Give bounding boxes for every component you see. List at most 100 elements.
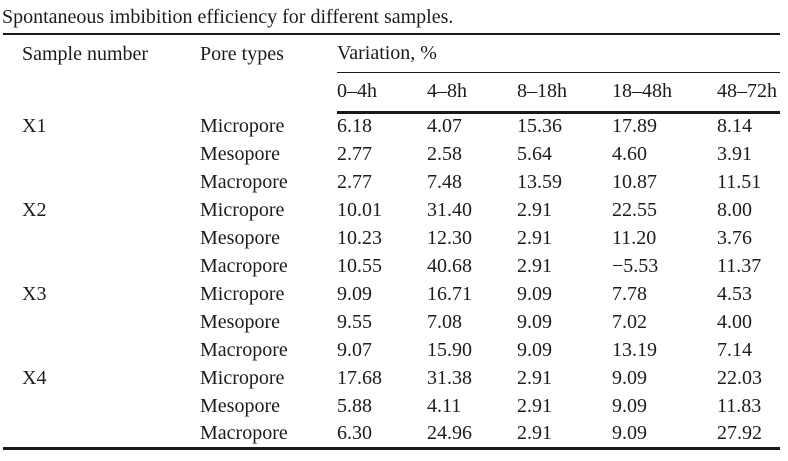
value-cell: 6.30 xyxy=(337,421,372,444)
value-cell: −5.53 xyxy=(612,254,659,277)
value-cell: 5.88 xyxy=(337,394,372,417)
col-header-4-8h: 4–8h xyxy=(427,72,517,114)
pore-type-cell: Macropore xyxy=(200,338,288,361)
value-cell: 2.91 xyxy=(517,254,552,277)
value-cell: 13.59 xyxy=(517,170,562,193)
value-cell: 9.07 xyxy=(337,338,372,361)
value-cell: 5.64 xyxy=(517,142,552,165)
table-header: Sample number Pore types Variation, % 0–… xyxy=(3,34,781,114)
sample-number-cell: X4 xyxy=(22,366,47,389)
col-header-8-18h: 8–18h xyxy=(517,72,612,114)
pore-type-cell: Micropore xyxy=(200,198,285,221)
value-cell: 24.96 xyxy=(427,421,472,444)
value-cell: 10.23 xyxy=(337,226,382,249)
value-cell: 7.08 xyxy=(427,310,462,333)
value-cell: 15.90 xyxy=(427,338,472,361)
value-cell: 4.53 xyxy=(717,282,752,305)
sample-number-cell xyxy=(3,224,200,252)
value-cell: 2.77 xyxy=(337,142,372,165)
value-cell: 7.78 xyxy=(612,282,647,305)
col-header-0-4h: 0–4h xyxy=(337,72,427,114)
pore-type-cell: Macropore xyxy=(200,170,288,193)
pore-type-cell: Macropore xyxy=(200,254,288,277)
pore-type-cell: Mesopore xyxy=(200,142,280,165)
value-cell: 11.83 xyxy=(717,394,762,417)
header-row-groups: Sample number Pore types Variation, % xyxy=(3,34,781,73)
col-header-pore-types: Pore types xyxy=(200,43,284,65)
value-cell: 4.00 xyxy=(717,310,752,333)
table-row: Macropore 9.07 15.90 9.09 13.19 7.14 xyxy=(3,336,780,364)
value-cell: 2.77 xyxy=(337,170,372,193)
value-cell: 2.91 xyxy=(517,394,552,417)
pore-type-cell: Micropore xyxy=(200,366,285,389)
table-row: Mesopore 5.88 4.11 2.91 9.09 11.83 xyxy=(3,392,780,420)
pore-type-cell: Micropore xyxy=(200,282,285,305)
table-row: X4 Micropore 17.68 31.38 2.91 9.09 22.03 xyxy=(3,364,780,392)
col-header-sample-number: Sample number xyxy=(22,43,149,65)
value-cell: 11.51 xyxy=(717,170,762,193)
table-row: Mesopore 10.23 12.30 2.91 11.20 3.76 xyxy=(3,224,780,252)
sample-number-cell xyxy=(3,252,200,280)
pore-type-cell: Mesopore xyxy=(200,394,280,417)
sample-number-cell: X3 xyxy=(22,282,47,305)
value-cell: 22.55 xyxy=(612,198,657,221)
table-row: Mesopore 2.77 2.58 5.64 4.60 3.91 xyxy=(3,140,780,168)
value-cell: 2.91 xyxy=(517,198,552,221)
value-cell: 15.36 xyxy=(517,115,562,138)
data-table: Sample number Pore types Variation, % 0–… xyxy=(3,33,781,450)
col-header-18-48h: 18–48h xyxy=(612,72,717,114)
col-header-48-72h: 48–72h xyxy=(717,72,781,114)
sample-number-cell: X2 xyxy=(22,198,47,221)
value-cell: 9.09 xyxy=(612,421,647,444)
table-row: X2 Micropore 10.01 31.40 2.91 22.55 8.00 xyxy=(3,196,780,224)
table-row: Macropore 6.30 24.96 2.91 9.09 27.92 xyxy=(3,420,780,448)
value-cell: 6.18 xyxy=(337,115,372,138)
value-cell: 2.91 xyxy=(517,226,552,249)
table-row: X1 Micropore 6.18 4.07 15.36 17.89 8.14 xyxy=(3,112,780,140)
value-cell: 17.68 xyxy=(337,366,382,389)
sample-number-cell xyxy=(3,420,200,448)
value-cell: 9.09 xyxy=(517,282,552,305)
value-cell: 4.11 xyxy=(427,394,462,417)
table-caption: Spontaneous imbibition efficiency for di… xyxy=(2,6,454,28)
value-cell: 31.38 xyxy=(427,366,472,389)
value-cell: 9.09 xyxy=(337,282,372,305)
value-cell: 16.71 xyxy=(427,282,472,305)
value-cell: 9.09 xyxy=(612,366,647,389)
value-cell: 9.09 xyxy=(517,310,552,333)
value-cell: 4.07 xyxy=(427,115,462,138)
value-cell: 7.14 xyxy=(717,338,752,361)
sample-number-cell xyxy=(3,308,200,336)
value-cell: 17.89 xyxy=(612,115,657,138)
value-cell: 4.60 xyxy=(612,142,647,165)
value-cell: 2.91 xyxy=(517,421,552,444)
value-cell: 8.00 xyxy=(717,198,752,221)
pore-type-cell: Macropore xyxy=(200,421,288,444)
value-cell: 12.30 xyxy=(427,226,472,249)
pore-type-cell: Mesopore xyxy=(200,226,280,249)
value-cell: 10.01 xyxy=(337,198,382,221)
sample-number-cell xyxy=(3,140,200,168)
table-body: X1 Micropore 6.18 4.07 15.36 17.89 8.14 … xyxy=(3,112,780,448)
value-cell: 7.48 xyxy=(427,170,462,193)
table-row: Macropore 2.77 7.48 13.59 10.87 11.51 xyxy=(3,168,780,196)
value-cell: 7.02 xyxy=(612,310,647,333)
value-cell: 8.14 xyxy=(717,115,752,138)
table-row: X3 Micropore 9.09 16.71 9.09 7.78 4.53 xyxy=(3,280,780,308)
value-cell: 9.55 xyxy=(337,310,372,333)
value-cell: 22.03 xyxy=(717,366,762,389)
sample-number-cell xyxy=(3,336,200,364)
value-cell: 3.91 xyxy=(717,142,752,165)
value-cell: 11.37 xyxy=(717,254,762,277)
pore-type-cell: Mesopore xyxy=(200,310,280,333)
value-cell: 2.91 xyxy=(517,366,552,389)
value-cell: 31.40 xyxy=(427,198,472,221)
value-cell: 3.76 xyxy=(717,226,752,249)
table-row: Macropore 10.55 40.68 2.91 −5.53 11.37 xyxy=(3,252,780,280)
sample-number-cell xyxy=(3,168,200,196)
value-cell: 10.55 xyxy=(337,254,382,277)
value-cell: 11.20 xyxy=(612,226,657,249)
value-cell: 9.09 xyxy=(612,394,647,417)
sample-number-cell: X1 xyxy=(22,114,47,137)
